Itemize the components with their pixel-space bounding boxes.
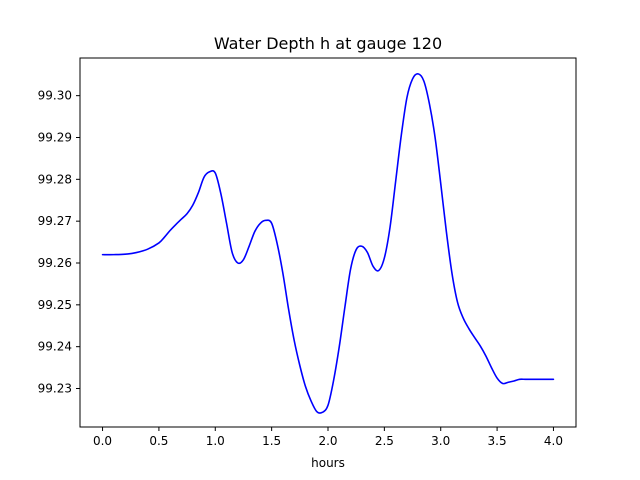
x-tick-label: 0.5	[149, 434, 168, 448]
series-line	[101, 73, 555, 414]
x-tick-label: 1.0	[206, 434, 225, 448]
y-tick-label: 99.29	[38, 130, 72, 144]
x-tick-label: 4.0	[544, 434, 563, 448]
plot-area	[101, 73, 555, 414]
x-tick-label: 2.5	[375, 434, 394, 448]
x-tick-label: 1.5	[262, 434, 281, 448]
x-axis: 0.0 0.5 1.0 1.5 2.0 2.5 3.0 3.5 4.0	[93, 427, 563, 448]
y-tick-label: 99.27	[38, 214, 72, 228]
x-tick-label: 0.0	[93, 434, 112, 448]
chart-title: Water Depth h at gauge 120	[214, 34, 442, 53]
y-tick-label: 99.25	[38, 298, 72, 312]
y-axis: 99.23 99.24 99.25 99.26 99.27 99.28 99.29 99.30	[38, 89, 80, 396]
y-tick-label: 99.23	[38, 382, 72, 396]
y-tick-label: 99.26	[38, 256, 72, 270]
x-tick-label: 2.0	[318, 434, 337, 448]
y-tick-label: 99.24	[38, 340, 72, 354]
y-tick-label: 99.28	[38, 172, 72, 186]
x-axis-label: hours	[311, 456, 345, 470]
x-tick-label: 3.5	[488, 434, 507, 448]
x-tick-label: 3.0	[431, 434, 450, 448]
y-tick-label: 99.30	[38, 89, 72, 103]
